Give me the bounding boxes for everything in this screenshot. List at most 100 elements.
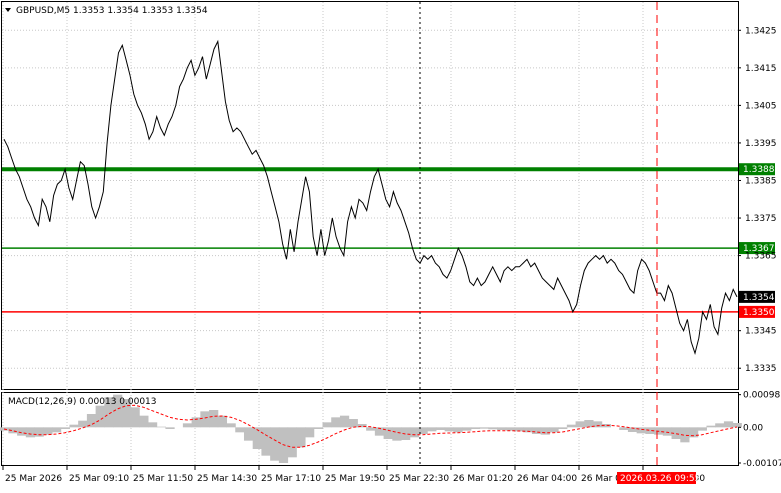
- current-price-tag: [739, 290, 775, 303]
- macd-histogram-bar: [331, 417, 341, 428]
- price-tick-label: 1.3425: [745, 26, 777, 36]
- grid-lines: [2, 2, 738, 466]
- macd-histogram-bar: [287, 427, 297, 458]
- time-axis-label: 26 Mar 01:20: [453, 474, 513, 484]
- macd-histogram-bar: [296, 427, 306, 448]
- macd-histogram-bar: [17, 427, 27, 436]
- horizontal-levels[interactable]: 1.3388 1.3367 1.3350: [2, 163, 775, 318]
- macd-histogram-bar: [383, 427, 393, 439]
- cursor-time-tag: [617, 472, 696, 484]
- macd-histogram-bar: [392, 427, 402, 441]
- macd-histogram-bar: [226, 423, 236, 428]
- macd-histogram-bar: [200, 411, 210, 428]
- triangle-down-icon[interactable]: [5, 8, 11, 12]
- macd-histogram-bar: [575, 421, 585, 428]
- macd-histogram-bar: [732, 423, 742, 428]
- macd-histogram-bar: [593, 421, 603, 428]
- macd-histogram-bar: [680, 427, 690, 443]
- level-tag: [739, 242, 775, 255]
- macd-histogram-bar: [427, 427, 437, 432]
- price-tick-label: 1.3365: [745, 252, 777, 262]
- macd-histogram-bar: [156, 426, 166, 428]
- macd-histogram-bar: [627, 427, 638, 432]
- macd-histogram-bar: [566, 424, 577, 428]
- price-tick-label: 1.3415: [745, 64, 777, 74]
- macd-histogram-bar: [662, 427, 673, 436]
- time-axis-label: 25 Mar 19:50: [325, 474, 385, 484]
- price-series-line: [3, 39, 738, 355]
- macd-histogram-bar: [558, 427, 568, 429]
- time-axis-label: 25 Mar 09:10: [69, 474, 129, 484]
- macd-histogram-bar: [25, 427, 36, 438]
- macd-histogram-bar: [43, 427, 53, 435]
- macd-histogram-bar: [313, 427, 324, 429]
- level-tag-label: 1.3367: [743, 244, 775, 254]
- price-tick-label: 1.3375: [745, 214, 777, 224]
- macd-histogram-bar: [121, 399, 132, 428]
- current-price-label: 1.3354: [743, 293, 775, 303]
- macd-histogram-bar: [182, 423, 193, 428]
- macd-histogram-bar: [374, 427, 385, 436]
- time-axis-label: 25 Mar 17:10: [261, 474, 321, 484]
- level-tag: [739, 163, 775, 176]
- macd-histogram-bar: [78, 420, 88, 428]
- price-tick-label: 1.3385: [745, 176, 777, 186]
- macd-histogram-bar: [357, 424, 367, 428]
- macd-histogram-bar: [339, 415, 350, 428]
- macd-histogram-bar: [671, 427, 681, 439]
- macd-header-text: MACD(12,26,9) 0.00013 0.00013: [8, 397, 157, 407]
- macd-histogram-bar: [645, 427, 655, 434]
- macd-histogram-bar: [104, 397, 114, 428]
- macd-histogram-bar: [270, 427, 280, 461]
- macd-histogram-bar: [147, 422, 158, 428]
- macd-histogram-bar: [139, 415, 149, 428]
- macd-histogram-bar: [8, 427, 18, 434]
- macd-histogram-bar: [549, 427, 559, 433]
- macd-histogram-bar: [243, 427, 254, 441]
- macd-histogram-bar: [60, 427, 70, 429]
- macd-histogram-bar: [209, 410, 219, 428]
- symbol-header-text: GBPUSD,M5 1.3353 1.3354 1.3353 1.3354: [16, 6, 208, 16]
- macd-histogram-bar: [348, 419, 358, 428]
- macd-histogram-bar: [505, 427, 515, 431]
- macd-tick-label: -0.00107: [743, 459, 781, 469]
- time-axis-label: 25 Mar 11:50: [133, 474, 193, 484]
- macd-histogram-bar: [706, 425, 716, 428]
- symbol-header: GBPUSD,M5 1.3353 1.3354 1.3353 1.3354: [5, 6, 208, 16]
- macd-histogram-bar: [462, 427, 472, 431]
- macd-histogram-bar: [540, 427, 550, 435]
- macd-signal-line: [3, 404, 738, 448]
- macd-histogram-bar: [51, 427, 62, 433]
- macd-histogram-bar: [697, 427, 707, 431]
- macd-histogram-bar: [305, 427, 315, 438]
- macd-histogram-bar: [409, 427, 419, 438]
- macd-histogram-bar: [444, 427, 454, 432]
- macd-histogram-bar: [584, 420, 594, 428]
- macd-histogram-bar: [715, 423, 725, 428]
- macd-histogram-bar: [235, 427, 245, 433]
- macd-histogram-bar: [366, 427, 376, 431]
- macd-histogram-bar: [322, 422, 332, 428]
- macd-histogram-bar: [531, 427, 542, 434]
- price-tick-label: 1.3395: [745, 139, 777, 149]
- time-axis-label: 25 Mar 14:30: [197, 474, 257, 484]
- price-tick-label: 1.3335: [745, 364, 777, 374]
- cursor-time-label: 2026.03.26 09:55: [620, 474, 700, 484]
- macd-histogram-bar: [95, 405, 105, 428]
- macd-histogram-bar: [479, 427, 489, 429]
- macd-histogram-bar: [113, 394, 123, 428]
- macd-histogram-bar: [470, 427, 481, 429]
- time-axis-label: 26 Mar 0: [581, 474, 621, 484]
- macd-tick-label: 0.00: [743, 423, 763, 433]
- macd-histogram-bar: [497, 427, 507, 430]
- macd-histogram-bar: [130, 407, 140, 428]
- macd-histogram-bar: [261, 427, 271, 456]
- macd-histogram-bar: [619, 427, 629, 430]
- macd-histogram-bar: [523, 427, 533, 433]
- macd-histogram-bar: [601, 424, 611, 428]
- macd-histogram-bar: [217, 415, 228, 428]
- macd-histogram-bar: [86, 414, 97, 428]
- macd-histogram-bar: [165, 427, 175, 429]
